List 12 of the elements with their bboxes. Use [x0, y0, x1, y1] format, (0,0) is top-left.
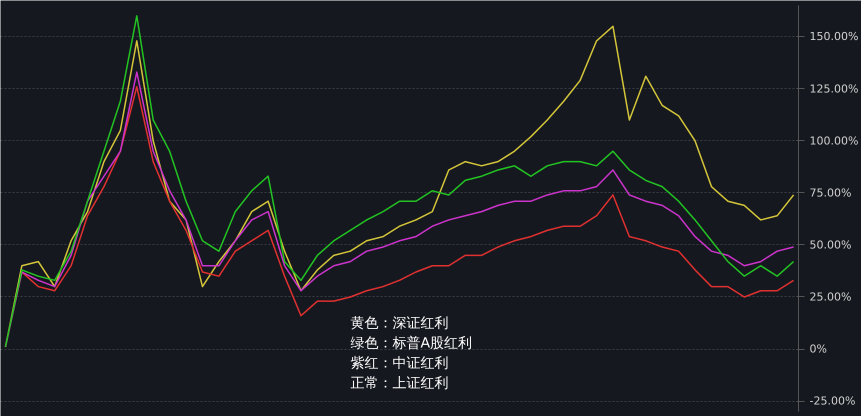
y-tick-label: 25.00% — [810, 290, 852, 304]
y-tick-label: 0% — [810, 342, 827, 356]
annotation: 正常：上证红利 — [350, 376, 448, 392]
y-tick-label: 75.00% — [810, 186, 852, 200]
annotation: 紫红：中证红利 — [350, 356, 448, 372]
y-tick-label: 50.00% — [810, 238, 852, 252]
y-tick-label: 100.00% — [810, 134, 858, 148]
y-tick-label: 125.00% — [810, 82, 858, 96]
y-tick-label: -25.00% — [810, 394, 856, 408]
annotation: 黄色：深证红利 — [350, 316, 448, 332]
y-tick-label: 150.00% — [810, 30, 858, 44]
annotation: 绿色：标普A股红利 — [350, 334, 472, 352]
